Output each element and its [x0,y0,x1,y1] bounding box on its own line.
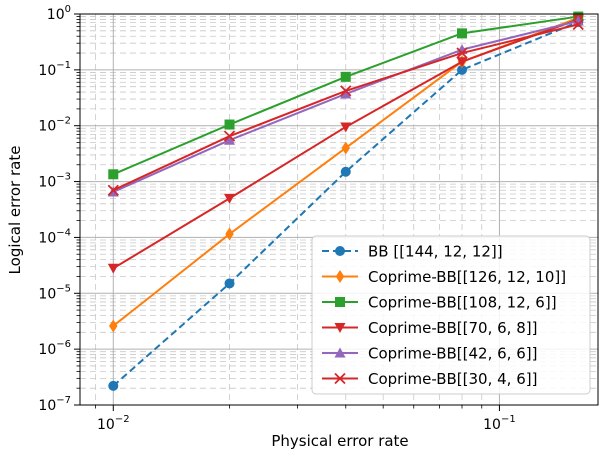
data-point [334,372,346,385]
data-point [340,122,352,133]
data-point [108,169,119,180]
data-point [340,71,351,82]
axes: 10−2 10−1 100 10−1 10−2 10−3 10−4 10−5 10−6 10−7 [38,4,599,433]
y-axis-title: Logical error rate [6,146,24,275]
x-tick-label: 10−2 [97,414,130,433]
y-tick-label: 10−6 [38,339,71,358]
legend-label: Coprime-BB[[42, 6, 6]] [368,345,537,363]
y-tick-label: 10−2 [38,116,71,135]
legend-label: Coprime-BB[[126, 12, 10]] [368,268,566,286]
data-point [224,119,235,130]
data-point [572,18,584,31]
data-point [108,380,119,391]
y-tick-label: 10−1 [38,60,71,79]
data-point [340,88,352,99]
y-tick-label: 10−5 [38,283,71,302]
series [107,18,584,196]
data-point [340,85,352,97]
data-point [335,297,345,307]
legend: BB [[144, 12, 12]] Coprime-BB[[126, 12, 1… [311,235,591,395]
data-point [334,323,346,333]
data-point [340,166,351,177]
data-point [335,270,345,283]
data-point [107,263,119,274]
data-point [456,57,468,68]
legend-entry: Coprime-BB[[42, 6, 6]] [322,345,537,363]
data-point [334,347,346,358]
data-point [225,227,234,241]
data-point [457,64,468,75]
y-tick-label: 10−7 [38,395,71,414]
legend-entry: Coprime-BB[[126, 12, 10]] [322,268,566,286]
legend-entry: Coprime-BB[[108, 12, 6]] [322,294,557,312]
data-point [224,278,235,289]
legend-label: BB [[144, 12, 12]] [368,243,503,261]
data-point [457,28,468,39]
legend-entry: Coprime-BB[[70, 6, 8]] [322,319,537,337]
data-point [572,15,584,26]
series-line [112,21,579,387]
data-point [107,184,119,196]
data-point [341,141,351,155]
data-point [335,246,345,256]
legend-entry: BB [[144, 12, 12]] [322,243,503,261]
y-tick-label: 10−3 [38,172,71,191]
data-point [223,130,236,142]
series [107,14,584,274]
legend-label: Coprime-BB[[70, 6, 8]] [368,319,537,337]
legend-label: Coprime-BB[[30, 4, 6]] [368,370,537,388]
data-point [224,134,236,145]
legend-entry: Coprime-BB[[30, 4, 6]] [322,370,537,388]
x-axis-title: Physical error rate [271,432,408,450]
data-point [456,47,468,59]
y-tick-label: 100 [47,4,71,23]
data-point [224,193,236,204]
data-point [109,319,118,333]
x-tick-label: 10−1 [483,414,516,433]
axes-frame [79,13,599,406]
y-tick-label: 10−4 [38,227,71,246]
legend-label: Coprime-BB[[108, 12, 6]] [368,294,557,312]
series-lines [107,11,584,391]
legend-box [311,235,591,395]
